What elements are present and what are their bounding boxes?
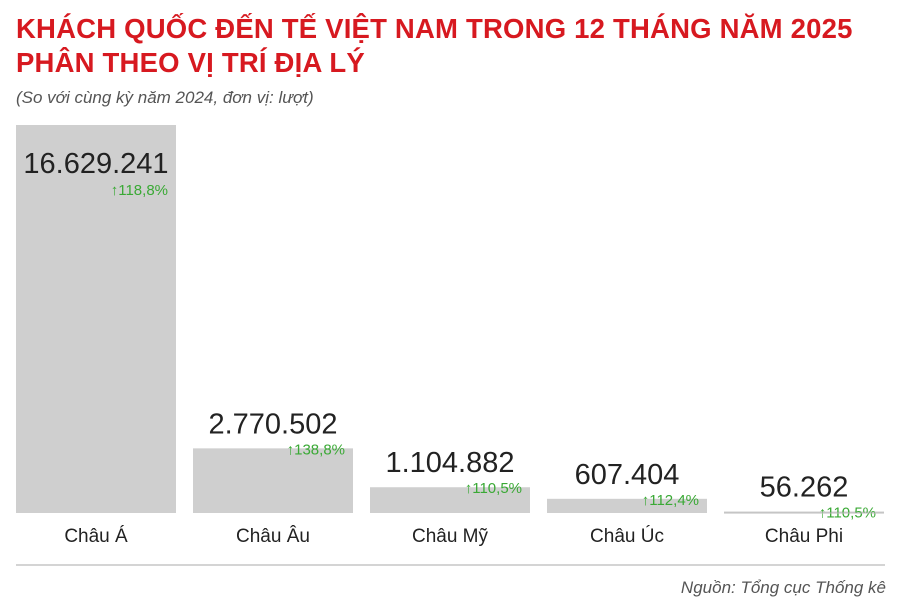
value-label-3: 1.104.882 <box>385 447 514 479</box>
category-label-5: Châu Phi <box>765 526 843 547</box>
value-label-4: 607.404 <box>575 459 680 491</box>
category-label-2: Châu Âu <box>236 525 310 547</box>
source-note: Nguồn: Tổng cục Thống kê <box>680 578 886 597</box>
value-label-5: 56.262 <box>760 472 849 504</box>
category-label-3: Châu Mỹ <box>412 526 489 547</box>
bar-5 <box>724 511 884 513</box>
change-label-2: ↑138,8% <box>287 441 345 458</box>
chart-title-line-2: PHÂN THEO VỊ TRÍ ĐỊA LÝ <box>16 47 365 78</box>
bar-2 <box>193 448 353 513</box>
change-label-1: ↑118,8% <box>111 182 168 199</box>
bar-3 <box>370 487 530 513</box>
bar-4 <box>547 498 707 513</box>
chart-title-line-1: KHÁCH QUỐC ĐẾN TẾ VIỆT NAM TRONG 12 THÁN… <box>16 13 853 44</box>
chart-subtitle: (So với cùng kỳ năm 2024, đơn vị: lượt) <box>16 88 314 107</box>
category-label-4: Châu Úc <box>590 525 664 547</box>
change-label-3: ↑110,5% <box>465 480 522 497</box>
value-label-2: 2.770.502 <box>208 408 337 440</box>
value-label-1: 16.629.241 <box>23 148 168 180</box>
title-block: KHÁCH QUỐC ĐẾN TẾ VIỆT NAM TRONG 12 THÁN… <box>16 12 853 80</box>
change-label-4: ↑112,4% <box>642 492 699 509</box>
bar-1 <box>16 125 176 513</box>
category-label-1: Châu Á <box>64 526 128 547</box>
